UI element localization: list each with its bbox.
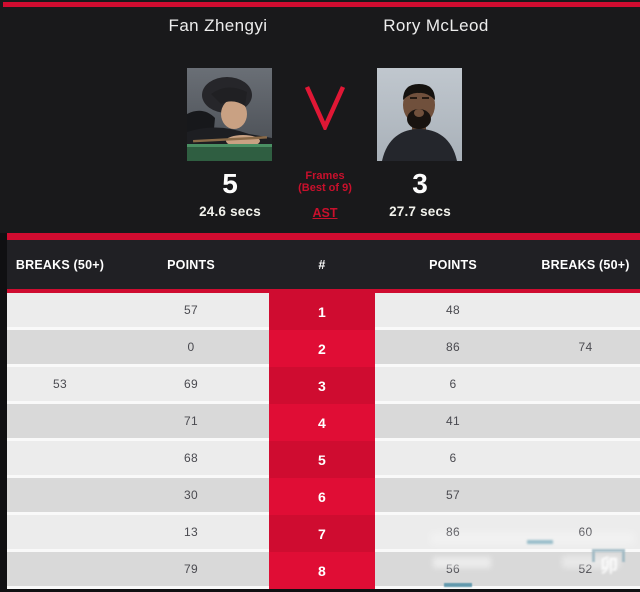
player-right-score: 3 [412,168,428,199]
table-row: 30 6 57 [7,478,640,515]
versus-icon [303,84,347,133]
cell-right-points: 48 [375,293,531,330]
cell-left-breaks [7,478,113,515]
cell-right-breaks [531,367,640,404]
player-right-photo [377,68,462,161]
cell-left-points: 13 [113,515,269,552]
cell-right-breaks: 52 [531,552,640,589]
match-header: Fan Zhengyi Rory McLeod [0,0,640,233]
cell-right-points: 57 [375,478,531,515]
table-row: 13 7 86 60 [7,515,640,552]
cell-right-breaks: 74 [531,330,640,367]
table-header-row: BREAKS (50+) POINTS # POINTS BREAKS (50+… [7,240,640,293]
player-left-name: Fan Zhengyi [168,16,268,35]
cell-right-points: 6 [375,367,531,404]
cell-left-points: 79 [113,552,269,589]
cell-right-points: 41 [375,404,531,441]
cell-left-points: 69 [113,367,269,404]
cell-frame-number: 8 [269,552,375,589]
frames-label-line2: (Best of 9) [298,181,352,194]
cell-right-points: 6 [375,441,531,478]
table-row: 79 8 56 52 [7,552,640,589]
cell-right-points: 86 [375,515,531,552]
cell-left-breaks [7,330,113,367]
cell-frame-number: 7 [269,515,375,552]
ast-label: AST [312,206,338,220]
top-accent-bar [3,2,640,7]
cell-left-points: 57 [113,293,269,330]
cell-left-points: 68 [113,441,269,478]
cell-left-breaks [7,515,113,552]
cell-frame-number: 4 [269,404,375,441]
cell-right-breaks [531,441,640,478]
cell-frame-number: 2 [269,330,375,367]
col-header-left-points: POINTS [167,257,215,272]
cell-right-points: 56 [375,552,531,589]
cell-left-points: 30 [113,478,269,515]
cell-left-breaks [7,552,113,589]
cell-right-breaks: 60 [531,515,640,552]
cell-left-points: 71 [113,404,269,441]
table-row: 53 69 3 6 [7,367,640,404]
frames-best-of-label: Frames (Best of 9) [270,170,380,194]
player-left-photo-illustration [187,68,272,161]
cell-right-breaks [531,404,640,441]
table-row: 57 1 48 [7,293,640,330]
cell-frame-number: 6 [269,478,375,515]
col-header-right-breaks: BREAKS (50+) [541,257,630,272]
player-left-score: 5 [222,168,238,199]
cell-left-points: 0 [113,330,269,367]
player-right-avg-shot-time: 27.7 secs [389,204,451,219]
cell-frame-number: 1 [269,293,375,330]
cell-left-breaks [7,404,113,441]
table-row: 71 4 41 [7,404,640,441]
player-right-name: Rory McLeod [383,16,489,35]
cell-left-breaks [7,293,113,330]
cell-left-breaks: 53 [7,367,113,404]
table-row: 68 5 6 [7,441,640,478]
player-left-photo [187,68,272,161]
cell-frame-number: 5 [269,441,375,478]
cell-left-breaks [7,441,113,478]
cell-frame-number: 3 [269,367,375,404]
col-header-right-points: POINTS [429,257,477,272]
cell-right-points: 86 [375,330,531,367]
table-row: 0 2 86 74 [7,330,640,367]
cell-right-breaks [531,293,640,330]
player-left-avg-shot-time: 24.6 secs [199,204,261,219]
frames-label-line1: Frames [305,170,345,182]
col-header-left-breaks: BREAKS (50+) [15,257,105,272]
cell-right-breaks [531,478,640,515]
col-header-frame-number: # [318,257,326,272]
frame-scores-table: BREAKS (50+) POINTS # POINTS BREAKS (50+… [7,233,640,589]
player-right-photo-illustration [377,68,462,161]
